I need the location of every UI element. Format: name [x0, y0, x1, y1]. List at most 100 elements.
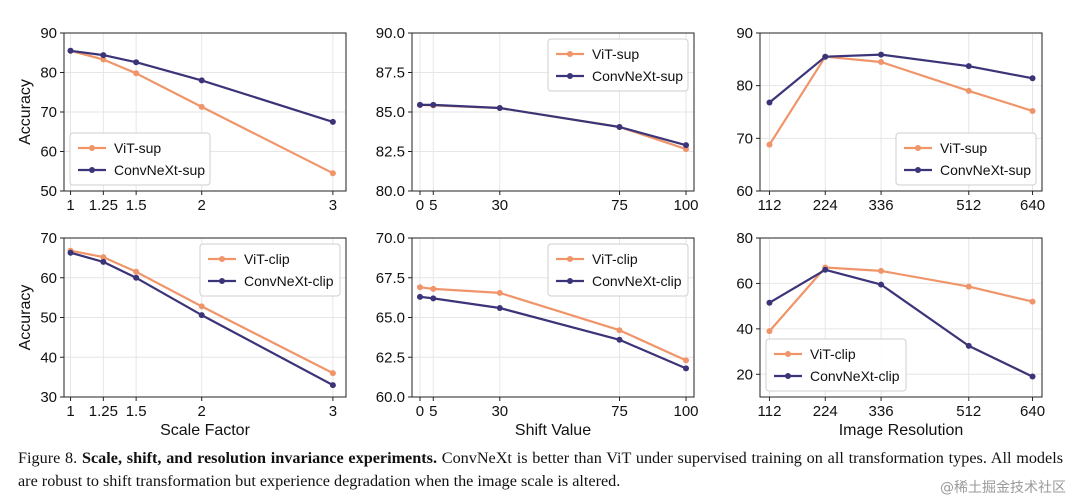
x-tick-label: 640 [1020, 403, 1045, 420]
data-point [67, 47, 74, 54]
data-point [878, 281, 885, 288]
data-point [496, 289, 503, 296]
legend-swatch-marker [785, 351, 791, 357]
data-point [430, 285, 437, 292]
data-point [100, 56, 107, 63]
plot-frame [63, 32, 347, 192]
plot-frame [411, 32, 695, 192]
data-point [416, 101, 423, 108]
data-point [198, 103, 205, 110]
legend-box [547, 243, 689, 297]
watermark: @稀土掘金技术社区 [940, 480, 1066, 496]
data-point [766, 299, 773, 306]
data-point [766, 141, 773, 148]
chart-panel-3: 112 224 336 512 640 60 70 80 90 ViT-sup ConvNeXt-s… [736, 25, 1045, 214]
chart-panel-5: 0 5 30 75 100 60.0 62.5 65.0 67.5 70.0 ViT-clip Con… [376, 230, 699, 439]
legend: ViT-sup ConvNeXt-sup [895, 132, 1037, 186]
legend-box [547, 38, 689, 92]
data-point [1029, 75, 1036, 82]
x-tick-label: 5 [429, 197, 437, 214]
x-axis-label: Shift Value [515, 422, 591, 439]
data-point [100, 52, 107, 59]
legend-swatch-marker [89, 145, 95, 151]
x-tick-label: 0 [416, 403, 424, 420]
y-tick-label: 70 [40, 104, 57, 121]
x-axis-label: Scale Factor [160, 422, 250, 439]
x-tick-label: 5 [429, 403, 437, 420]
figure-charts: 1 1.25 1.5 2 35060708090ViT-supConvNeXt-supA… [17, 25, 1045, 439]
data-point [430, 101, 437, 108]
legend-swatch-marker [567, 73, 573, 79]
legend-label: ViT-clip [810, 346, 856, 362]
legend: ViT-sup ConvNeXt-sup [547, 38, 689, 92]
y-tick-label: 40 [40, 349, 57, 366]
y-tick-label: 87.5 [376, 65, 405, 82]
x-tick-label: 100 [674, 197, 699, 214]
data-point [198, 303, 205, 310]
data-point [133, 70, 140, 77]
x-tick-label: 1.5 [126, 403, 147, 420]
x-tick-label: 640 [1020, 197, 1045, 214]
x-tick-label: 112 [758, 197, 782, 214]
data-point [1029, 107, 1036, 114]
data-point [822, 266, 829, 273]
caption-text: ConvNeXt is better than ViT under superv… [18, 449, 1064, 490]
data-point [1029, 373, 1036, 380]
x-tick-label: 100 [674, 403, 699, 420]
legend-label: ViT-clip [592, 251, 638, 267]
legend-swatch-marker [89, 167, 95, 173]
x-tick-label: 224 [813, 403, 838, 420]
y-tick-label: 60.0 [376, 389, 405, 406]
legend-swatch-marker [785, 373, 791, 379]
data-point [616, 336, 623, 343]
x-tick-label: 1.5 [126, 197, 147, 214]
x-tick-label: 1.25 [89, 197, 118, 214]
data-point [965, 63, 972, 70]
x-tick-label: 224 [813, 197, 838, 214]
data-point [198, 312, 205, 319]
y-tick-label: 60 [40, 270, 57, 287]
x-tick-label: 75 [611, 403, 628, 420]
legend-label: ConvNeXt-sup [592, 68, 683, 84]
data-point [878, 267, 885, 274]
x-tick-label: 336 [869, 197, 894, 214]
legend-label: ConvNeXt-clip [810, 368, 900, 384]
y-tick-label: 80 [736, 78, 753, 95]
caption-label: Figure 8. [18, 449, 82, 467]
data-point [416, 293, 423, 300]
chart-panel-2: 0 5 30 75 100 80.0 82.5 85.0 87.5 90.0 ViT-sup Conv… [376, 25, 699, 214]
x-tick-label: 75 [611, 197, 628, 214]
y-tick-label: 80 [40, 65, 57, 82]
y-tick-label: 90 [40, 25, 57, 42]
chart-panel-6: 112 224 336 512 640 20 40 60 80 ViT-clip ConvNeXt-… [736, 230, 1045, 439]
legend-swatch-marker [219, 256, 225, 262]
data-point [822, 53, 829, 60]
legend-label: ViT-sup [940, 140, 987, 156]
legend-swatch-marker [915, 167, 921, 173]
legend: ViT-clip ConvNeXt-clip [765, 338, 907, 392]
y-tick-label: 67.5 [376, 270, 405, 287]
legend-label: ConvNeXt-sup [114, 162, 205, 178]
y-tick-label: 80.0 [376, 183, 405, 200]
data-point [683, 357, 690, 364]
legend-label: ConvNeXt-sup [940, 162, 1031, 178]
data-point [133, 268, 140, 275]
y-tick-label: 80 [736, 230, 753, 247]
y-tick-label: 90.0 [376, 25, 405, 42]
data-point [496, 105, 503, 112]
x-tick-label: 3 [329, 197, 337, 214]
y-tick-label: 30 [40, 389, 57, 406]
x-axis-label: Image Resolution [839, 422, 964, 439]
y-tick-label: 50 [40, 183, 57, 200]
legend-swatch-marker [219, 278, 225, 284]
y-axis-label: Accuracy [17, 79, 34, 145]
y-tick-label: 85.0 [376, 104, 405, 121]
x-tick-label: 1 [66, 197, 74, 214]
chart-panel-4: 1 1.25 1.5 2 3 30 40 50 60 70 ViT-clip ConvNeXt-cli… [17, 230, 347, 439]
y-axis-label: Accuracy [17, 285, 34, 351]
data-point [100, 254, 107, 261]
legend-label: ViT-sup [114, 140, 161, 156]
plot-frame [759, 237, 1043, 398]
x-tick-label: 512 [956, 197, 981, 214]
legend-box [69, 132, 211, 186]
